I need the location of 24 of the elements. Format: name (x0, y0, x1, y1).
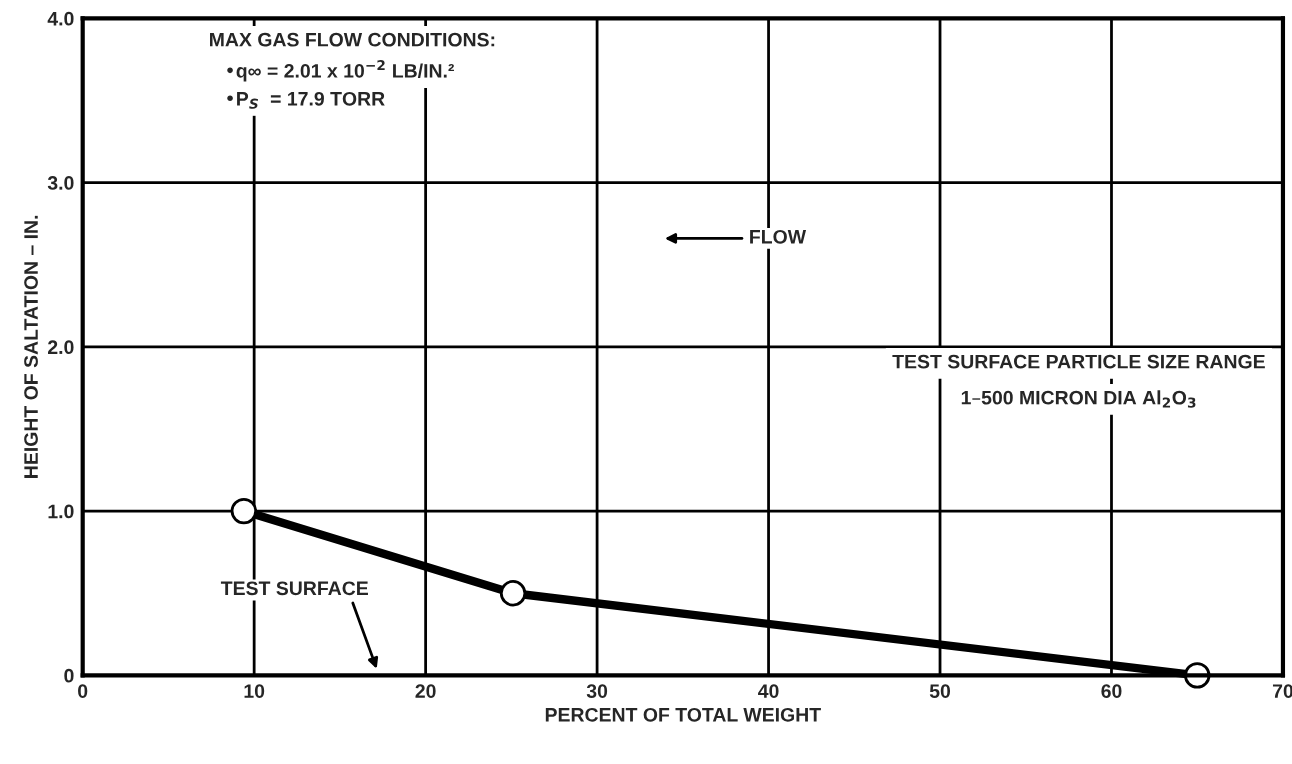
y-tick-label: 3.0 (47, 176, 74, 190)
annotation: TEST SURFACE PARTICLE SIZE RANGE (892, 354, 1265, 369)
x-tick-label: 10 (244, 684, 265, 698)
y-tick-label: 2.0 (48, 340, 74, 355)
x-axis-title: PERCENT OF TOTAL WEIGHT (545, 707, 821, 722)
point (499, 580, 527, 607)
x-tick-label: 40 (758, 684, 779, 698)
y-tick-label: 1.0 (48, 504, 74, 519)
y-axis-title: HEIGHT OF SALTATION – IN. (24, 215, 38, 478)
x-tick-label: 20 (415, 684, 436, 698)
x-tick-label: 0 (78, 684, 88, 698)
annotation: •q∞ = 2.01 x 10$^{−2}$ LB/IN.² (227, 60, 455, 82)
annotation: MAX GAS FLOW CONDITIONS: (210, 32, 495, 47)
y-tick-label: 0 (64, 668, 74, 683)
annotation: FLOW (750, 229, 807, 244)
x-tick-label: 50 (929, 684, 951, 698)
x-tick-label: 60 (1101, 684, 1122, 698)
annotation: 1–500 MICRON DIA Al$_{2}$O$_{3}$ (961, 390, 1196, 408)
x-tick-label: 30 (586, 684, 608, 699)
annotation: TEST SURFACE (220, 581, 368, 596)
y-tick-label: 4.0 (47, 11, 74, 26)
point (230, 497, 258, 525)
x-tick-label: 70 (1272, 684, 1292, 698)
annotation: •P$_{S}$ = 17.9 TORR (227, 91, 385, 109)
